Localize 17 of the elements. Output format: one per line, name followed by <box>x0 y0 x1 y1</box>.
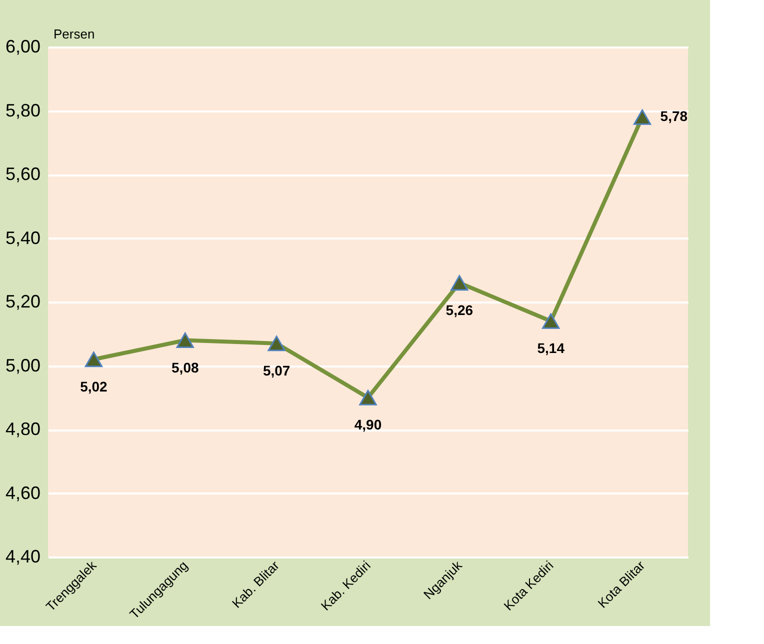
y-tick-label: 5,40 <box>5 228 40 248</box>
y-tick-label: 5,00 <box>5 355 40 376</box>
data-label: 4,90 <box>354 416 382 433</box>
data-label: 5,78 <box>660 108 688 124</box>
y-tick-label: 5,20 <box>5 292 40 312</box>
y-tick-label: 6,00 <box>5 36 40 56</box>
data-label: 5,14 <box>537 340 565 356</box>
data-label: 5,02 <box>80 378 108 394</box>
y-tick-label: 4,80 <box>5 419 40 439</box>
y-tick-label: 5,80 <box>5 100 40 120</box>
y-tick-label: 5,60 <box>5 164 40 184</box>
data-label: 5,26 <box>446 302 474 318</box>
data-label: 5,07 <box>262 362 290 378</box>
data-label: 5,08 <box>172 359 199 376</box>
y-tick-label: 4,40 <box>5 546 40 566</box>
y-tick-label: 4,60 <box>5 482 40 503</box>
y-axis-title: Persen <box>54 26 95 42</box>
